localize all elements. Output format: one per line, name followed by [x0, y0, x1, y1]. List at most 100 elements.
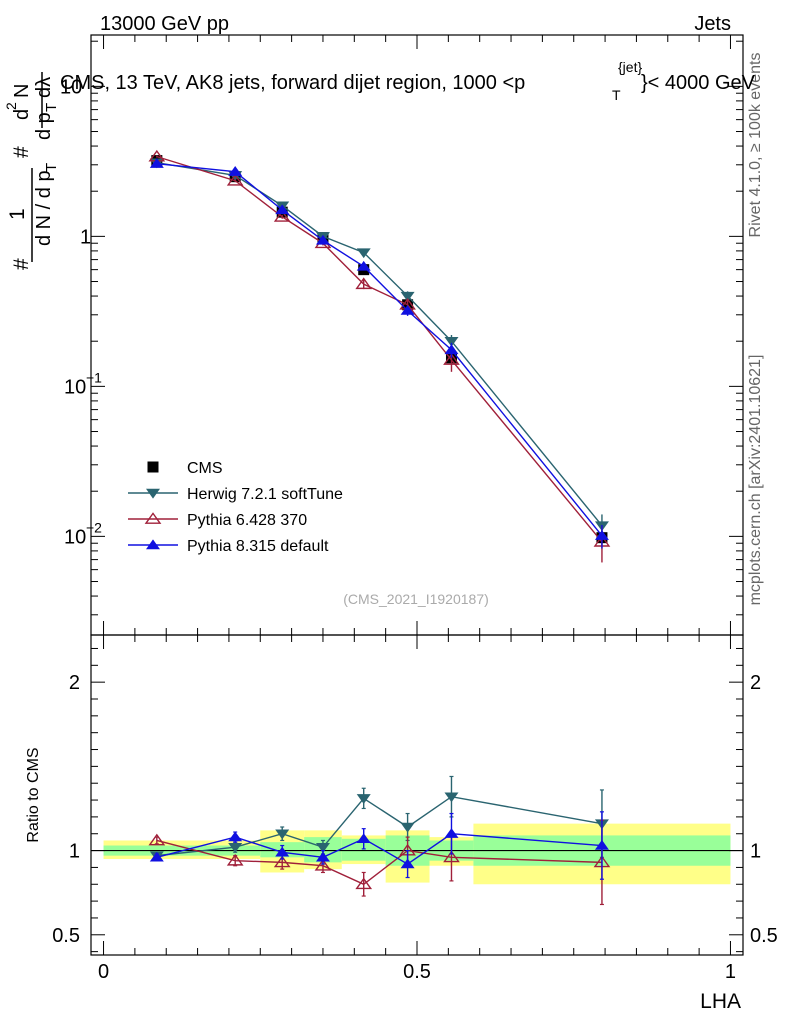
ratio-point-herwig-7-2-1-softtune — [444, 792, 459, 803]
series-line-pythia-8-315-default — [156, 163, 603, 537]
ylabel-one: 1 — [6, 208, 29, 220]
ratio-point-herwig-7-2-1-softtune — [228, 843, 243, 853]
data-point-pythia-8-315-default — [149, 158, 164, 168]
main-y-tick-label-exponent: −2 — [86, 519, 102, 535]
legend-marker-herwig-7-2-1-softtune — [146, 488, 160, 499]
ratio-x-tick-label: 0 — [98, 961, 109, 983]
ratio-point-pythia-6-428-370 — [355, 877, 373, 890]
ylabel-hash-1: # — [10, 258, 33, 270]
data-point-herwig-7-2-1-softtune — [400, 291, 415, 302]
rivet-version-label: Rivet 4.1.0, ≥ 100k events — [747, 53, 764, 238]
ratio-point-pythia-8-315-default — [356, 833, 371, 843]
ratio-y-tick-label-right: 2 — [750, 672, 761, 694]
main-y-axis-label: # 1 d N / d p T # d p T d 2 N dλ — [3, 72, 60, 270]
ratio-y-tick-label-right: 0.5 — [750, 925, 778, 947]
legend: CMS Herwig 7.2.1 softTune Pythia 6.428 370… — [128, 460, 343, 555]
ratio-x-tick-labels: 0 0.5 1 — [98, 961, 736, 983]
data-point-pythia-8-315-default — [444, 344, 459, 355]
data-point-pythia-8-315-default — [594, 530, 609, 540]
plot-title-end: }< 4000 GeV — [641, 72, 756, 94]
legend-marker-pythia-6-428-370 — [144, 512, 162, 524]
ratio-uncertainty-bands — [103, 823, 731, 885]
legend-label-cms: CMS — [187, 460, 223, 477]
plot-title: CMS, 13 TeV, AK8 jets, forward dijet reg… — [60, 59, 756, 103]
ratio-line-herwig-7-2-1-softtune — [156, 795, 603, 857]
ratio-point-pythia-8-315-default — [400, 858, 415, 869]
ylabel-dN-dp: d N / d p — [33, 170, 55, 246]
ratio-y-axis-label: Ratio to CMS — [25, 747, 42, 842]
plot-title-subscript: T — [612, 87, 621, 103]
ratio-y-tick-label-left: 2 — [69, 672, 80, 694]
ratio-point-pythia-6-428-370 — [314, 858, 332, 871]
legend-entry-pythia-8-315-default: Pythia 8.315 default — [128, 538, 329, 555]
ratio-y-tick-label-right: 1 — [750, 841, 761, 863]
ratio-point-herwig-7-2-1-softtune — [275, 829, 290, 840]
data-point-pythia-8-315-default — [356, 260, 371, 271]
plot-title-main: CMS, 13 TeV, AK8 jets, forward dijet reg… — [60, 72, 525, 94]
data-point-pythia-6-428-370 — [355, 277, 373, 290]
legend-label-pythia-8-315-default: Pythia 8.315 default — [187, 538, 329, 555]
ratio-line-pythia-6-428-370 — [156, 839, 602, 886]
legend-label-pythia-6-428-370: Pythia 6.428 370 — [187, 512, 307, 529]
data-point-pythia-8-315-default — [400, 304, 415, 315]
legend-entry-cms: CMS — [147, 460, 223, 477]
legend-entry-herwig-7-2-1-softtune: Herwig 7.2.1 softTune — [128, 486, 343, 503]
ratio-point-herwig-7-2-1-softtune — [356, 794, 371, 804]
main-y-tick-label: 1 — [80, 226, 91, 248]
x-axis-label: LHA — [700, 990, 741, 1013]
ratio-y-tick-label-left: 0.5 — [52, 925, 80, 947]
ylabel-sup-2: 2 — [3, 102, 19, 110]
ratio-line-pythia-8-315-default — [156, 833, 602, 865]
ylabel-sub-t-2: T — [43, 103, 60, 112]
main-series-herwig-7-2-1-softtune — [149, 158, 609, 540]
main-y-tick-label: 10 — [64, 526, 86, 548]
ratio-point-pythia-8-315-default — [275, 846, 290, 857]
ylabel-N: N — [11, 84, 33, 98]
series-line-herwig-7-2-1-softtune — [156, 161, 603, 527]
legend-marker-cms — [147, 461, 159, 473]
ratio-y-tick-labels: 0.5 0.5 1 1 2 2 — [52, 672, 778, 947]
data-point-pythia-6-428-370 — [226, 173, 244, 186]
ratio-series-pythia-8-315-default — [149, 811, 609, 880]
legend-entry-pythia-6-428-370: Pythia 6.428 370 — [128, 512, 307, 529]
ratio-point-pythia-6-428-370 — [226, 853, 244, 866]
series-line-pythia-6-428-370 — [156, 155, 603, 543]
ylabel-sub-t-1: T — [43, 163, 60, 172]
ratio-point-pythia-6-428-370 — [148, 833, 166, 846]
header-category: Jets — [694, 13, 731, 35]
ylabel-dlambda: dλ — [33, 77, 55, 98]
ratio-x-tick-label: 1 — [725, 961, 736, 983]
ratio-y-tick-label-left: 1 — [69, 841, 80, 863]
data-point-pythia-8-315-default — [315, 234, 330, 245]
ratio-point-herwig-7-2-1-softtune — [315, 843, 330, 853]
source-label: mcplots.cern.ch [arXiv:2401.10621] — [747, 355, 764, 606]
main-y-tick-label-exponent: −1 — [86, 369, 102, 385]
data-point-pythia-6-428-370 — [273, 210, 291, 222]
ratio-point-pythia-6-428-370 — [273, 855, 291, 868]
ratio-plot-frame — [90, 634, 744, 956]
main-axis-ticks — [91, 35, 743, 635]
data-point-pythia-8-315-default — [228, 166, 243, 176]
analysis-tag: (CMS_2021_I1920187) — [343, 591, 489, 607]
data-point-herwig-7-2-1-softtune — [356, 248, 371, 259]
plot-title-superscript: {jet} — [618, 59, 642, 75]
main-y-tick-label: 10 — [64, 376, 86, 398]
header-energy: 13000 GeV pp — [100, 13, 229, 35]
main-y-tick-label: 10 — [60, 76, 82, 98]
ratio-point-pythia-8-315-default — [444, 828, 459, 838]
data-point-herwig-7-2-1-softtune — [444, 337, 459, 347]
ratio-point-pythia-6-428-370 — [443, 850, 460, 863]
ratio-x-tick-label: 0.5 — [403, 961, 431, 983]
ratio-point-pythia-8-315-default — [149, 851, 164, 862]
ylabel-d: d — [11, 109, 33, 120]
ratio-point-pythia-8-315-default — [594, 839, 609, 850]
ylabel-dp: d p — [33, 112, 55, 140]
data-point-pythia-8-315-default — [275, 204, 290, 215]
ylabel-hash-2: # — [10, 146, 33, 158]
legend-label-herwig-7-2-1-softtune: Herwig 7.2.1 softTune — [187, 486, 343, 503]
main-series-group — [148, 149, 611, 563]
ratio-point-herwig-7-2-1-softtune — [400, 822, 415, 833]
ratio-axis-ticks — [91, 635, 743, 955]
